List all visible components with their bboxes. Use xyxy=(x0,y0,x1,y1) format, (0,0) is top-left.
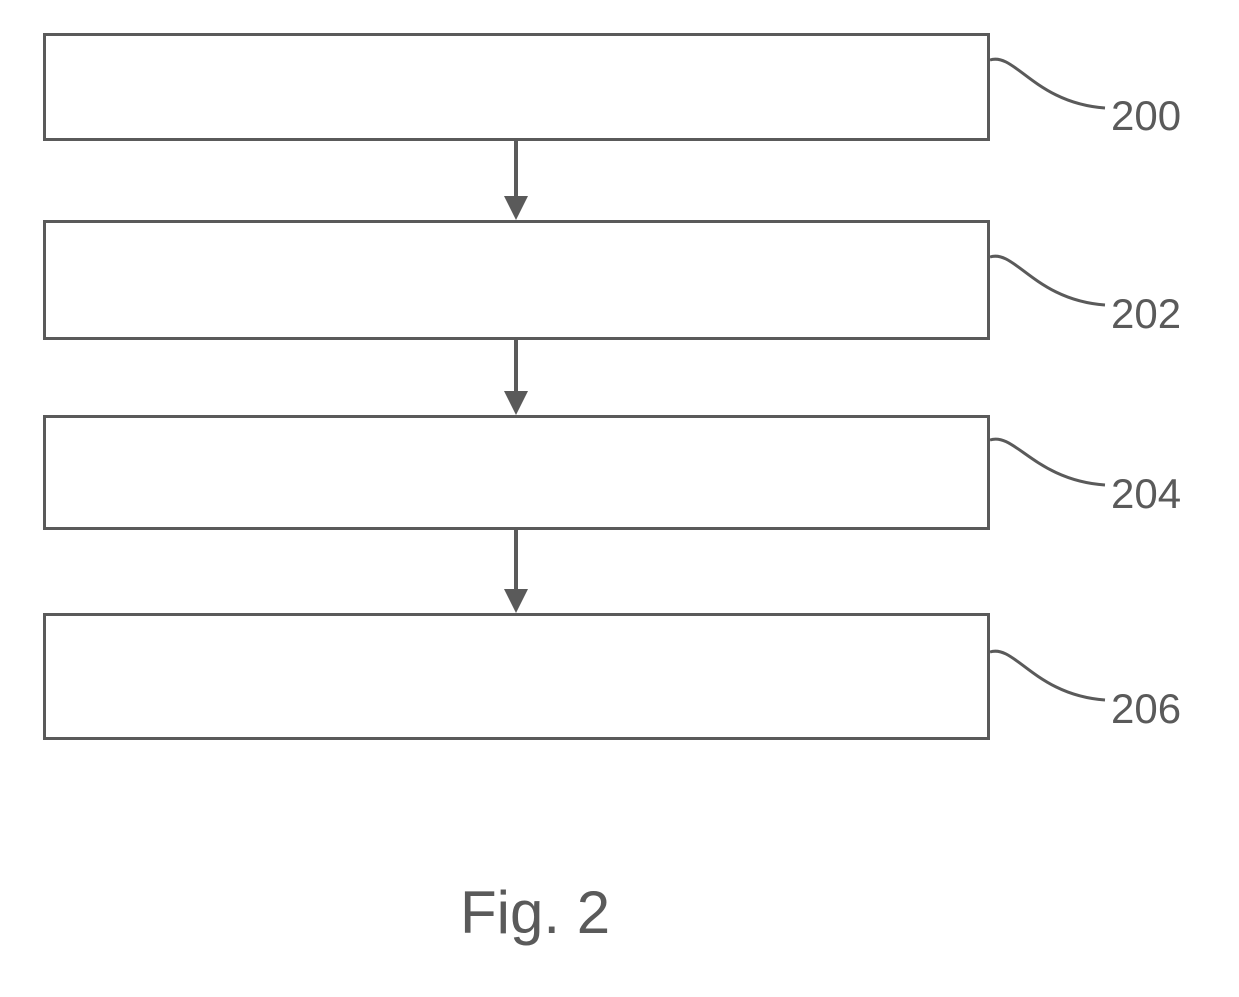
flowchart-canvas: 200 202 204 206 Fig. 2 xyxy=(0,0,1239,997)
figure-caption: Fig. 2 xyxy=(460,878,610,947)
callout-label-206: 206 xyxy=(1111,685,1181,733)
callout-curve-206 xyxy=(0,0,1239,997)
callout-label-204: 204 xyxy=(1111,470,1181,518)
callout-label-200: 200 xyxy=(1111,92,1181,140)
callout-label-202: 202 xyxy=(1111,290,1181,338)
